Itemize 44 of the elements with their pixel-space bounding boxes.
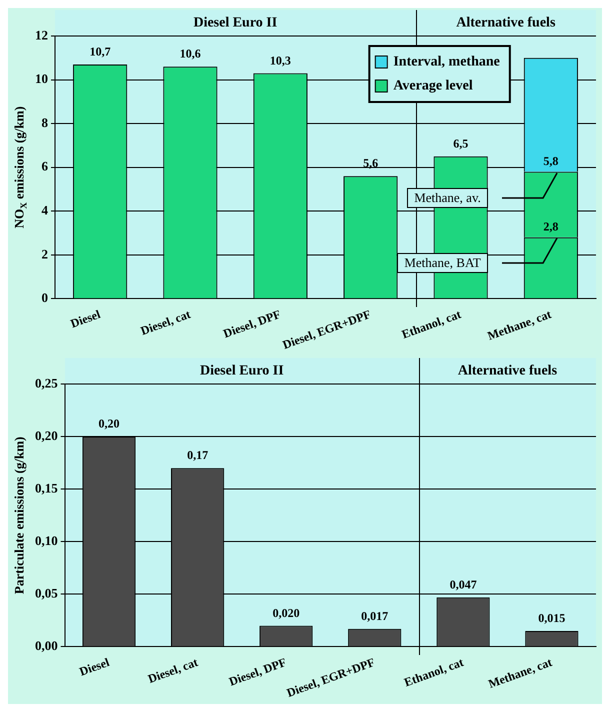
text: Alternative fuels <box>456 16 556 31</box>
x-tick-label: Diesel, DPF <box>227 655 288 689</box>
y-tick-label: 0,15 <box>35 480 58 496</box>
data-label: 0,047 <box>450 577 477 592</box>
x-tick-label: Diesel, cat <box>138 307 192 338</box>
data-label: 6,5 <box>453 136 468 151</box>
y-tick-label: 0,05 <box>35 586 58 601</box>
annotation: Methane, BAT <box>397 253 488 274</box>
y-axis-title: NOX emissions (g/km) <box>11 106 28 228</box>
x-tick-label: Diesel <box>68 306 103 331</box>
y-tick-label: 0 <box>42 290 48 306</box>
y-tick-label: 4 <box>42 202 48 218</box>
y-tick-label: 12 <box>35 27 48 42</box>
y-tick-label: 0,20 <box>35 428 58 443</box>
text: Diesel Euro II <box>200 364 284 379</box>
annotation: 5,8 <box>543 154 558 168</box>
data-label: 0,020 <box>272 606 300 620</box>
y-tick-label: 2 <box>42 246 48 262</box>
y-axis-title: Particulate emissions (g/km) <box>11 436 26 594</box>
x-tick-label: Methane, cat <box>486 655 554 691</box>
y-tick-label: 8 <box>42 114 48 130</box>
x-tick-label: Methane, cat <box>486 307 554 343</box>
data-label: 10,6 <box>180 46 201 61</box>
y-tick-label: 0,25 <box>35 375 58 390</box>
text: Alternative fuels <box>458 364 558 379</box>
data-label: 0,17 <box>187 448 208 462</box>
data-label: 10,3 <box>270 53 291 68</box>
legend-label: Average level <box>393 78 473 94</box>
x-tick-label: Diesel, cat <box>146 655 200 686</box>
y-tick-label: 6 <box>42 158 48 174</box>
text: Diesel Euro II <box>193 16 278 31</box>
annotation: 2,8 <box>543 220 558 234</box>
data-label: 5,6 <box>363 156 378 170</box>
y-tick-label: 0,10 <box>35 532 58 548</box>
data-label: 0,015 <box>538 611 566 626</box>
data-label: 0,017 <box>361 608 388 623</box>
x-tick-label: Diesel, DPF <box>221 307 282 341</box>
annotation: Methane, av. <box>407 188 488 208</box>
y-tick-label: 0,00 <box>35 638 58 654</box>
data-label: 0,20 <box>98 416 120 431</box>
data-label: 10,7 <box>90 44 111 59</box>
legend-label: Interval, methane <box>393 54 500 70</box>
y-tick-label: 10 <box>35 71 48 86</box>
x-tick-label: Diesel <box>78 654 112 679</box>
